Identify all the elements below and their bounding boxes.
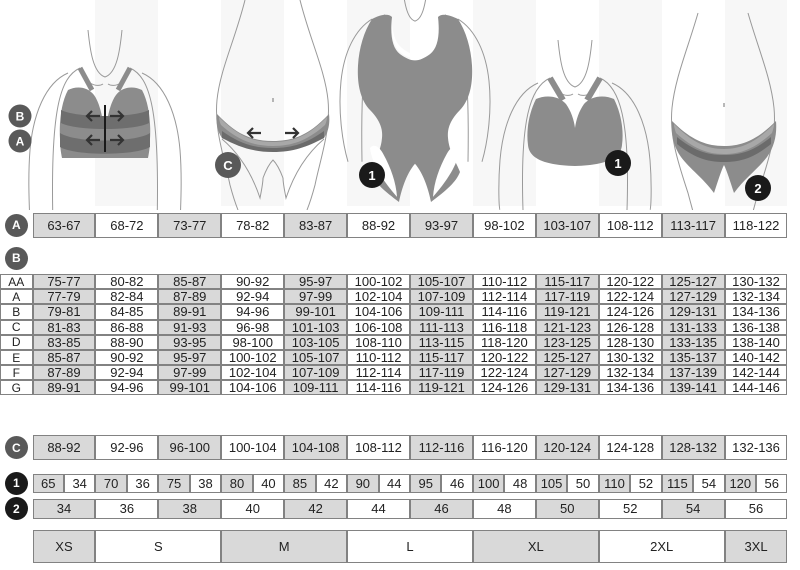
svg-text:1: 1 (614, 156, 621, 171)
svg-text:A: A (16, 135, 25, 149)
svg-text:C: C (223, 158, 233, 173)
svg-text:B: B (16, 110, 25, 124)
svg-text:1: 1 (368, 168, 375, 183)
svg-text:2: 2 (754, 181, 761, 196)
